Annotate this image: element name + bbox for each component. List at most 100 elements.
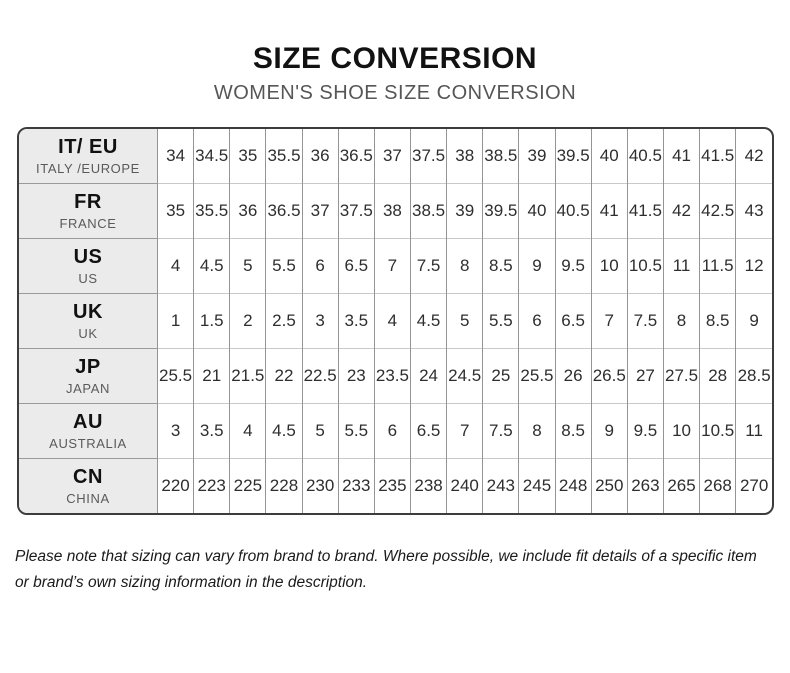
size-value-cell: 250 xyxy=(590,458,628,513)
size-value-cell: 230 xyxy=(301,458,339,513)
size-value-cell: 22 xyxy=(265,348,303,404)
page-heading: SIZE CONVERSION WOMEN'S SHOE SIZE CONVER… xyxy=(0,42,790,105)
size-value-cell: 42.5 xyxy=(699,183,736,239)
table-row: FR FRANCE 35 35.5 36 36.5 37 37.5 38 38.5 39 39.5 40… xyxy=(19,183,772,239)
region-code-label: IT/ EU xyxy=(58,136,118,158)
size-value-cell: 6.5 xyxy=(337,238,375,294)
size-value-cell: 28 xyxy=(699,348,736,404)
size-value-cell: 12 xyxy=(735,238,772,294)
size-value-cell: 6.5 xyxy=(409,403,447,459)
size-value-cell: 7.5 xyxy=(626,293,664,349)
size-value-cell: 42 xyxy=(735,129,772,184)
size-value-cell: 28.5 xyxy=(735,348,772,404)
table-row: CN CHINA 220 223 225 228 230 233 235 238 240 243 245… xyxy=(19,458,772,513)
size-value-cell: 5.5 xyxy=(482,293,519,349)
size-value-cell: 7.5 xyxy=(409,238,447,294)
size-value-cell: 37.5 xyxy=(409,129,447,184)
region-code-label: CN xyxy=(73,466,103,488)
size-value-cell: 7 xyxy=(446,403,483,459)
region-name-label: CHINA xyxy=(66,491,110,506)
size-value-cell: 21 xyxy=(193,348,230,404)
size-value-cell: 25.5 xyxy=(518,348,556,404)
size-value-cell: 9 xyxy=(735,293,772,349)
size-value-cell: 243 xyxy=(482,458,519,513)
region-name-label: US xyxy=(78,271,98,286)
table-row: UK UK 1 1.5 2 2.5 3 3.5 4 4.5 5 5.5 6 6.5 7 7.5 8 8.5 9 xyxy=(19,293,772,349)
row-header-cell: US US xyxy=(19,238,158,294)
size-value-cell: 24.5 xyxy=(446,348,483,404)
size-value-cell: 26 xyxy=(554,348,592,404)
size-value-cell: 4 xyxy=(229,403,266,459)
size-value-cell: 6 xyxy=(373,403,411,459)
size-value-cell: 5 xyxy=(229,238,266,294)
size-value-cell: 240 xyxy=(446,458,483,513)
size-value-cell: 40 xyxy=(590,129,628,184)
size-value-cell: 35 xyxy=(156,183,194,239)
size-value-cell: 8 xyxy=(518,403,556,459)
size-conversion-table-wrapper: IT/ EU ITALY /EUROPE 34 34.5 35 35.5 36 36.5 37 3… xyxy=(17,127,774,515)
region-name-label: ITALY /EUROPE xyxy=(36,161,140,176)
size-value-cell: 41.5 xyxy=(626,183,664,239)
size-value-cell: 40.5 xyxy=(626,129,664,184)
size-value-cell: 10.5 xyxy=(626,238,664,294)
size-value-cell: 225 xyxy=(229,458,266,513)
size-value-cell: 245 xyxy=(518,458,556,513)
size-value-cell: 25 xyxy=(482,348,519,404)
size-value-cell: 1 xyxy=(156,293,194,349)
size-value-cell: 35.5 xyxy=(193,183,230,239)
size-value-cell: 228 xyxy=(265,458,303,513)
region-code-label: AU xyxy=(73,411,103,433)
size-value-cell: 3.5 xyxy=(337,293,375,349)
size-value-cell: 35.5 xyxy=(265,129,303,184)
size-value-cell: 36.5 xyxy=(265,183,303,239)
region-name-label: FRANCE xyxy=(59,216,117,231)
size-value-cell: 27 xyxy=(626,348,664,404)
size-value-cell: 2 xyxy=(229,293,266,349)
size-value-cell: 39.5 xyxy=(482,183,519,239)
size-value-cell: 21.5 xyxy=(229,348,266,404)
size-value-cell: 11 xyxy=(735,403,772,459)
row-header-cell: AU AUSTRALIA xyxy=(19,403,158,459)
size-value-cell: 37.5 xyxy=(337,183,375,239)
size-value-cell: 35 xyxy=(229,129,266,184)
size-value-cell: 34.5 xyxy=(193,129,230,184)
size-value-cell: 263 xyxy=(626,458,664,513)
size-value-cell: 9 xyxy=(590,403,628,459)
size-value-cell: 270 xyxy=(735,458,772,513)
size-value-cell: 4 xyxy=(373,293,411,349)
size-value-cell: 1.5 xyxy=(193,293,230,349)
size-table-body: IT/ EU ITALY /EUROPE 34 34.5 35 35.5 36 36.5 37 3… xyxy=(19,129,772,513)
size-value-cell: 3.5 xyxy=(193,403,230,459)
row-header-cell: FR FRANCE xyxy=(19,183,158,239)
size-value-cell: 37 xyxy=(301,183,339,239)
size-value-cell: 41 xyxy=(590,183,628,239)
size-value-cell: 26.5 xyxy=(590,348,628,404)
table-row: JP JAPAN 25.5 21 21.5 22 22.5 23 23.5 24 24.5 25 25.… xyxy=(19,348,772,404)
size-value-cell: 7 xyxy=(590,293,628,349)
region-code-label: UK xyxy=(73,301,103,323)
size-value-cell: 10 xyxy=(590,238,628,294)
size-value-cell: 25.5 xyxy=(156,348,194,404)
row-header-cell: JP JAPAN xyxy=(19,348,158,404)
size-value-cell: 9.5 xyxy=(626,403,664,459)
region-code-label: JP xyxy=(75,356,101,378)
size-value-cell: 23.5 xyxy=(373,348,411,404)
size-value-cell: 4 xyxy=(156,238,194,294)
row-header-cell: CN CHINA xyxy=(19,458,158,513)
size-value-cell: 265 xyxy=(662,458,700,513)
region-name-label: JAPAN xyxy=(66,381,110,396)
size-value-cell: 9.5 xyxy=(554,238,592,294)
table-row: US US 4 4.5 5 5.5 6 6.5 7 7.5 8 8.5 9 9.5 10 10.5 11 11.5… xyxy=(19,238,772,294)
size-value-cell: 3 xyxy=(156,403,194,459)
size-value-cell: 235 xyxy=(373,458,411,513)
region-name-label: AUSTRALIA xyxy=(49,436,127,451)
size-value-cell: 24 xyxy=(409,348,447,404)
size-value-cell: 4.5 xyxy=(193,238,230,294)
size-value-cell: 8 xyxy=(662,293,700,349)
size-value-cell: 2.5 xyxy=(265,293,303,349)
size-value-cell: 5 xyxy=(446,293,483,349)
size-value-cell: 268 xyxy=(699,458,736,513)
size-value-cell: 39 xyxy=(446,183,483,239)
size-value-cell: 233 xyxy=(337,458,375,513)
size-value-cell: 5 xyxy=(301,403,339,459)
